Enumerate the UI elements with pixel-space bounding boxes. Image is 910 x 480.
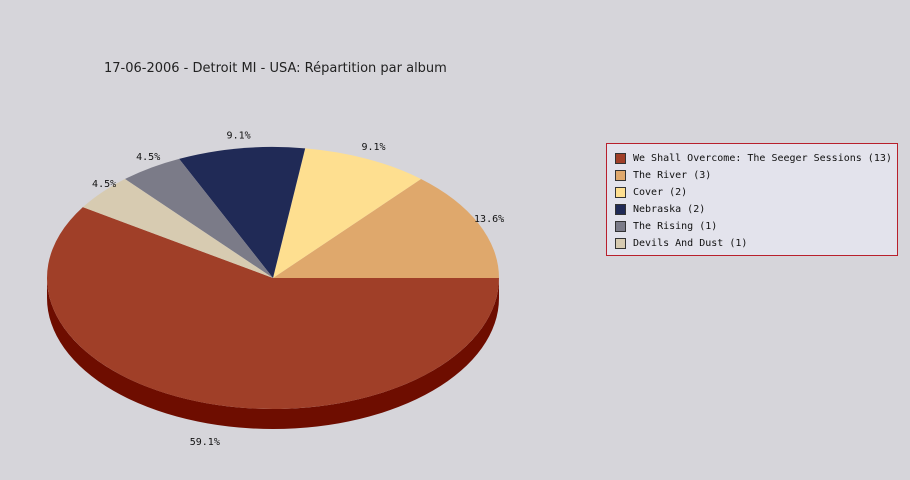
legend-swatch-1 — [615, 170, 626, 181]
slice-percent-label-4: 4.5% — [136, 152, 160, 163]
legend-swatch-2 — [615, 187, 626, 198]
chart-title: 17-06-2006 - Detroit MI - USA: Répartiti… — [104, 61, 447, 76]
legend-item-4: The Rising (1) — [615, 218, 897, 235]
legend-label-1: The River (3) — [633, 170, 712, 181]
legend-item-2: Cover (2) — [615, 184, 897, 201]
slice-percent-label-5: 4.5% — [92, 179, 116, 190]
legend-item-0: We Shall Overcome: The Seeger Sessions (… — [615, 150, 897, 167]
pie-slice-3 — [179, 146, 306, 278]
pie-slices — [47, 146, 499, 409]
legend-label-3: Nebraska (2) — [633, 204, 706, 215]
pie-slice-1 — [273, 178, 499, 278]
legend-item-5: Devils And Dust (1) — [615, 235, 897, 252]
pie-labels: 59.1% 13.6% 9.1% 9.1% 4.5% 4.5% — [92, 131, 504, 449]
pie-slice-0 — [47, 207, 499, 409]
pie-slice-4 — [125, 158, 274, 278]
legend-label-5: Devils And Dust (1) — [633, 238, 748, 249]
legend-label-0: We Shall Overcome: The Seeger Sessions (… — [633, 153, 892, 164]
pie-slice-2 — [273, 148, 421, 278]
slice-percent-label-0: 59.1% — [190, 437, 220, 448]
legend-swatch-0 — [615, 153, 626, 164]
pie-slice-5 — [82, 178, 273, 278]
legend: We Shall Overcome: The Seeger Sessions (… — [606, 143, 898, 256]
legend-swatch-5 — [615, 238, 626, 249]
legend-label-4: The Rising (1) — [633, 221, 718, 232]
legend-item-3: Nebraska (2) — [615, 201, 897, 218]
slice-percent-label-3: 9.1% — [227, 131, 251, 142]
slice-percent-label-2: 9.1% — [361, 142, 385, 153]
legend-label-2: Cover (2) — [633, 187, 688, 198]
legend-item-1: The River (3) — [615, 167, 897, 184]
slice-percent-label-1: 13.6% — [474, 214, 504, 225]
legend-swatch-3 — [615, 204, 626, 215]
legend-swatch-4 — [615, 221, 626, 232]
